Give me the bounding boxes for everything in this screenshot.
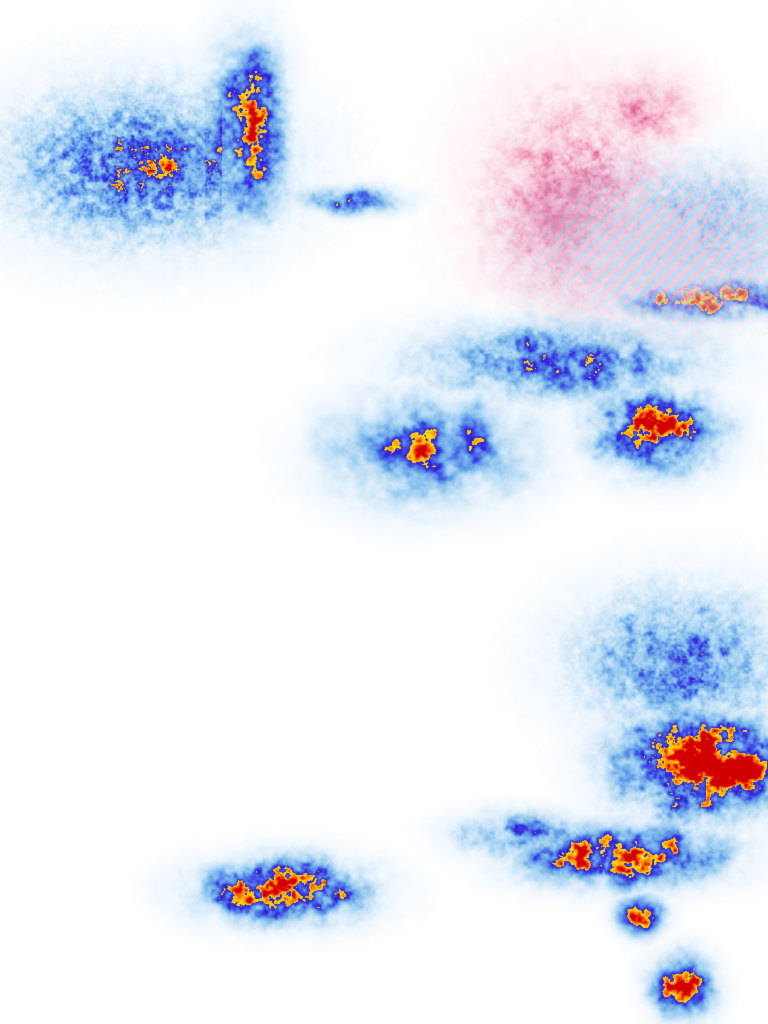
radar-reflectivity-canvas[interactable] <box>0 0 768 1024</box>
radar-precipitation-overlay[interactable]: Weather radar composite reflectivity ove… <box>0 0 768 1024</box>
